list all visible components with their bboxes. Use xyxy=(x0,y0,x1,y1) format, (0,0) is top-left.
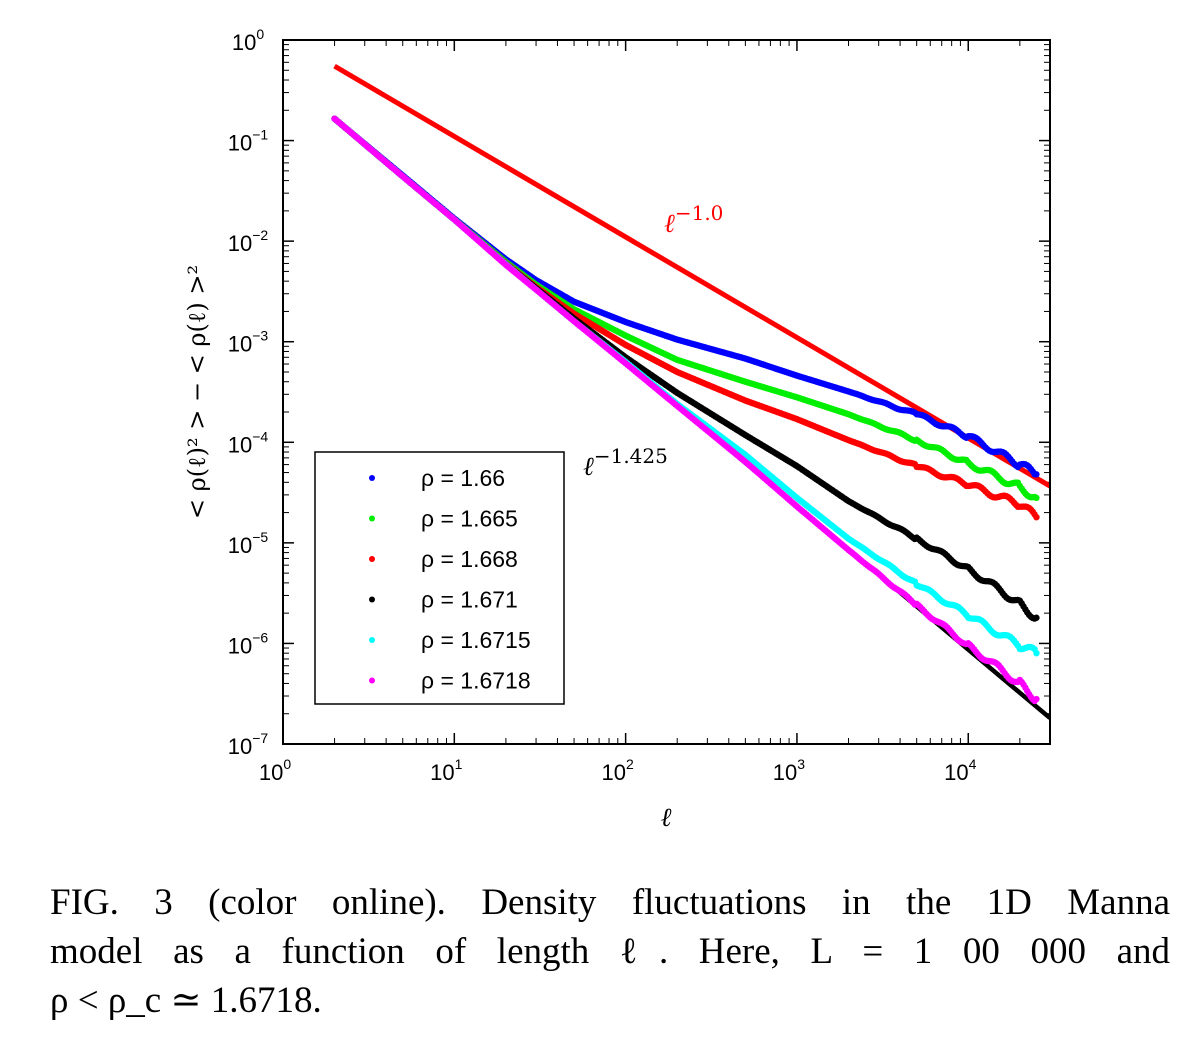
data-point xyxy=(1033,614,1040,621)
data-point xyxy=(1033,513,1040,521)
axis-ticks: 100 101 102 103 104 100 10−1 10−2 10−3 10−4 10−5 10… xyxy=(228,26,1050,785)
series-0 xyxy=(331,115,1040,478)
caption-line-1: FIG. 3 (color online). Density fluctuati… xyxy=(50,882,1170,923)
legend-marker xyxy=(369,475,375,481)
series-1 xyxy=(331,115,1040,502)
y-tick-label: 10−1 xyxy=(228,127,269,156)
data-series xyxy=(331,115,1040,705)
legend-marker xyxy=(369,556,375,562)
reference-line xyxy=(333,63,1050,489)
legend-marker xyxy=(369,515,375,522)
x-tick-label: 103 xyxy=(773,756,805,785)
y-tick-label: 10−4 xyxy=(228,428,269,457)
y-tick-label: 10−7 xyxy=(228,730,269,759)
legend-marker xyxy=(369,596,375,603)
caption-line-2: model as a function of length ℓ. Here, L… xyxy=(50,931,1170,972)
figure-caption: FIG. 3 (color online). Density fluctuati… xyxy=(50,878,1170,1025)
legend-label: ρ = 1.671 xyxy=(421,587,518,613)
x-tick-label: 104 xyxy=(944,756,976,785)
y-tick-label: 10−6 xyxy=(228,629,269,658)
legend-marker xyxy=(369,637,375,643)
y-tick-label: 10−3 xyxy=(228,328,269,357)
data-point xyxy=(1033,695,1040,703)
legend-label: ρ = 1.665 xyxy=(421,506,518,532)
density-fluctuation-chart: 100 101 102 103 104 100 10−1 10−2 10−3 10−4 10−5 10… xyxy=(183,26,1051,833)
y-tick-label: 10−2 xyxy=(228,227,269,256)
y-tick-label: 100 xyxy=(232,26,264,55)
series-5 xyxy=(331,115,1040,705)
plot-frame xyxy=(282,39,1051,745)
y-axis-title: < ρ(ℓ)² > − < ρ(ℓ) >² xyxy=(183,265,211,519)
caption-line-3: ρ < ρ_c ≃ 1.6718. xyxy=(50,980,322,1021)
data-point xyxy=(1033,494,1040,502)
x-tick-label: 101 xyxy=(430,756,462,785)
legend-label: ρ = 1.66 xyxy=(421,465,505,491)
y-tick-label: 10−5 xyxy=(228,529,269,558)
annotation-slope-1425: ℓ−1.425 xyxy=(583,444,668,482)
x-tick-label: 100 xyxy=(259,756,291,785)
legend-box xyxy=(314,451,565,705)
x-tick-label: 102 xyxy=(601,756,633,785)
data-point xyxy=(1033,471,1040,478)
data-point xyxy=(1033,649,1040,657)
legend-marker xyxy=(369,677,375,684)
legend-label: ρ = 1.6718 xyxy=(421,668,531,694)
legend-label: ρ = 1.6715 xyxy=(421,627,531,653)
annotation-slope-1: ℓ−1.0 xyxy=(664,201,723,239)
legend-label: ρ = 1.668 xyxy=(421,546,518,572)
legend: ρ = 1.66 ρ = 1.665 ρ = 1.668 ρ = 1.671 ρ = 1… xyxy=(314,451,565,705)
x-axis-title: ℓ xyxy=(661,803,672,833)
